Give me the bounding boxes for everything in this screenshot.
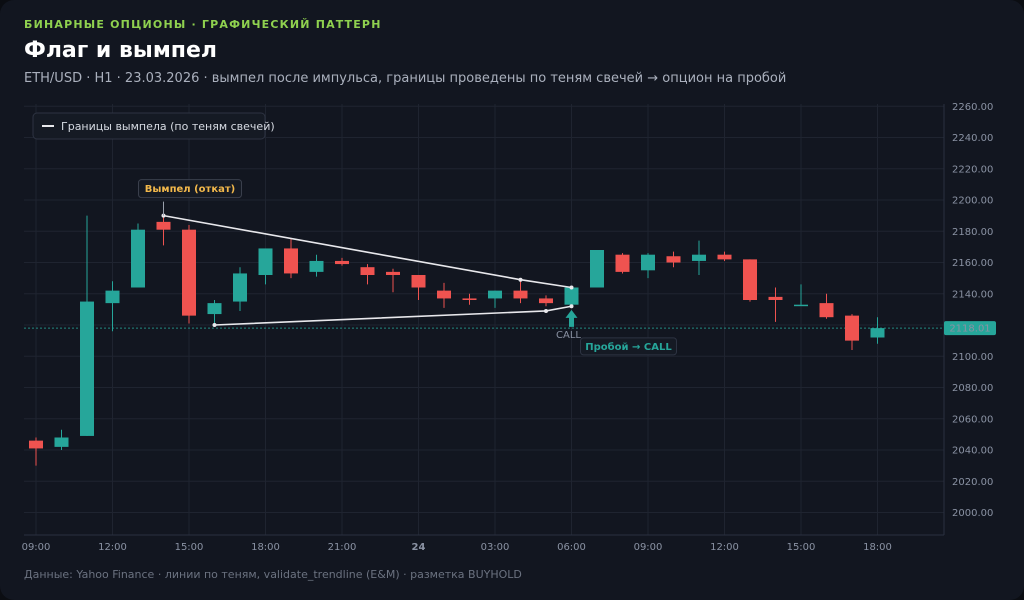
pennant-lower-boundary — [214, 305, 572, 326]
candle-body — [80, 301, 94, 436]
candle-body — [54, 437, 69, 447]
x-tick-label: 03:00 — [481, 542, 510, 553]
breakout-label: Пробой → CALL — [585, 341, 672, 353]
candle-body — [233, 273, 247, 302]
candle-body — [335, 260, 349, 265]
x-tick-label: 12:00 — [710, 542, 739, 553]
candle-body — [845, 315, 859, 341]
candle-body — [29, 440, 43, 449]
y-tick-label: 2180.00 — [952, 227, 993, 238]
candle-body — [794, 304, 808, 307]
candle-body — [360, 267, 375, 275]
candle-body — [156, 221, 171, 230]
y-tick-label: 2240.00 — [952, 133, 993, 144]
x-tick-label: 18:00 — [251, 542, 280, 553]
candle-body — [539, 298, 553, 304]
y-tick-label: 2140.00 — [952, 289, 993, 300]
candle-body — [411, 275, 426, 288]
x-tick-label: 15:00 — [787, 542, 816, 553]
candle-body — [641, 254, 655, 271]
candle-body — [437, 290, 451, 299]
breakout-label-box — [580, 337, 677, 356]
candle-body — [717, 254, 732, 260]
candle-body — [488, 290, 502, 299]
breakout-arrow-icon — [565, 309, 578, 327]
y-tick-label: 2000.00 — [952, 508, 993, 519]
chart-subtitle: ETH/USD · H1 · 23.03.2026 · вымпел после… — [24, 71, 787, 86]
pennant-anchor-point — [569, 304, 574, 309]
y-tick-label: 2020.00 — [952, 477, 993, 488]
y-tick-label: 2160.00 — [952, 258, 993, 269]
legend-box — [32, 112, 266, 140]
pennant-layer — [161, 213, 574, 327]
candle-body — [258, 248, 273, 275]
x-tick-label: 06:00 — [557, 542, 586, 553]
candle-body — [692, 254, 706, 261]
pennant-anchor-point — [544, 308, 548, 313]
x-tick-label: 09:00 — [634, 542, 663, 553]
pennant-anchor-point — [212, 323, 217, 327]
candle-body — [564, 287, 579, 305]
labels-layer: Вымпел (откат) CALL Пробой → CALL 2118.01 — [138, 179, 996, 356]
legend-label: Границы вымпела (по теням свечей) — [61, 120, 275, 133]
chart-title: Флаг и вымпел — [24, 38, 218, 63]
x-tick-label: 21:00 — [328, 542, 357, 553]
candles-layer — [29, 215, 885, 466]
candle-body — [105, 290, 120, 304]
candle-body — [870, 328, 885, 338]
y-tick-label: 2040.00 — [952, 446, 993, 457]
pennant-anchor-point — [569, 285, 574, 290]
candle-body — [182, 229, 196, 316]
call-label: CALL — [556, 330, 581, 341]
pennant-label-box — [138, 179, 242, 199]
legend: Границы вымпела (по теням свечей) — [32, 112, 275, 140]
candle-body — [131, 229, 145, 288]
y-tick-label: 2220.00 — [952, 164, 993, 175]
pennant-label: Вымпел (откат) — [145, 184, 235, 195]
x-tick-label: 12:00 — [98, 542, 127, 553]
y-tick-label: 2200.00 — [952, 196, 993, 207]
candle-body — [284, 248, 298, 274]
candle-body — [768, 296, 783, 300]
y-tick-label: 2260.00 — [952, 102, 993, 113]
candle-body — [513, 290, 528, 299]
candle-body — [207, 303, 222, 315]
candle-body — [615, 254, 630, 272]
last-price-label: 2118.01 — [949, 324, 990, 335]
candle-body — [819, 303, 834, 318]
y-tick-label: 2080.00 — [952, 383, 993, 394]
candle-body — [309, 260, 324, 272]
y-tick-label: 2060.00 — [952, 414, 993, 425]
x-tick-label: 15:00 — [175, 542, 204, 553]
candle-body — [386, 271, 400, 275]
x-tick-label: 09:00 — [22, 542, 51, 553]
chart-grid — [24, 104, 944, 535]
candle-body — [590, 250, 604, 288]
chart-footer: Данные: Yahoo Finance · линии по теням, … — [24, 568, 522, 581]
x-tick-label: 24 — [412, 542, 426, 553]
x-tick-label: 18:00 — [863, 542, 892, 553]
candle-body — [666, 256, 681, 263]
candle-body — [462, 298, 477, 300]
pennant-anchor-point — [518, 277, 523, 282]
y-tick-label: 2100.00 — [952, 352, 993, 363]
last-price-tag — [944, 321, 996, 336]
chart-kicker: БИНАРНЫЕ ОПЦИОНЫ · ГРАФИЧЕСКИЙ ПАТТЕРН — [24, 18, 382, 31]
candle-body — [743, 259, 757, 300]
